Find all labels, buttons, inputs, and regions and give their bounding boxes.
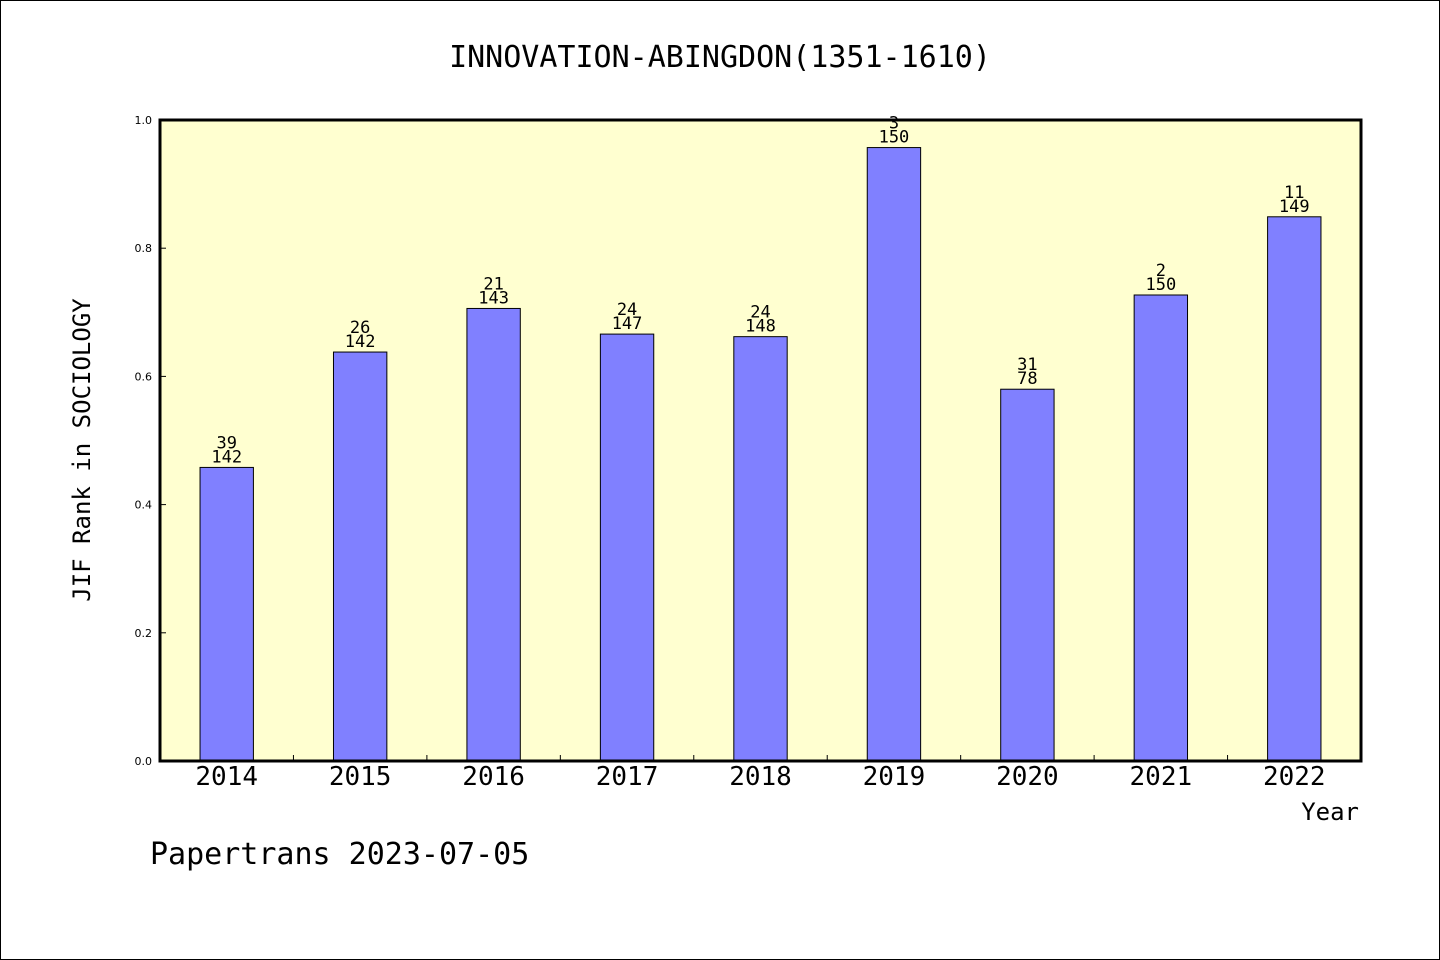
bar-total-label: 147 [612,314,643,334]
x-axis-label: Year [1301,798,1359,826]
y-axis: 0.0 0.2 0.4 0.6 0.8 1.0 [135,114,166,768]
y-axis-label: JIF Rank in SOCIOLOGY [68,298,96,602]
bar [332,351,388,762]
bar-rank-label: 39 [216,433,236,453]
bar-rank-label: 26 [350,318,370,338]
chart-title: INNOVATION-ABINGDON(1351-1610) [449,40,991,75]
bar [1133,294,1189,762]
x-tick-label: 2018 [729,762,792,792]
x-tick-label: 2017 [596,762,659,792]
bar-rank-label: 24 [617,300,637,320]
bar-series [199,147,1322,762]
x-tick-label: 2015 [329,762,392,792]
plot-border [158,118,1363,763]
y-tick-label: 0.4 [135,499,153,512]
bar [1000,388,1055,762]
x-tick-label: 2014 [195,762,258,792]
bar-total-label: 142 [211,447,242,467]
x-tick-label: 2019 [863,762,926,792]
x-tick-label: 2021 [1130,762,1193,792]
y-tick-label: 0.6 [135,370,153,383]
bar-total-label: 148 [745,317,776,337]
bar-total-label: 143 [478,288,509,308]
bar-rank-label: 11 [1284,183,1304,203]
y-tick-label: 0.2 [135,627,153,640]
bar-total-label: 78 [1017,369,1037,389]
bar-rank-label: 24 [750,303,770,323]
y-tick-label: 0.0 [135,755,153,768]
bar-rank-label: 3 [889,114,899,134]
bar-rank-label: 21 [483,274,503,294]
y-tick-label: 1.0 [135,114,153,127]
bar-rank-label: 31 [1017,355,1037,375]
x-tick-label: 2020 [996,762,1059,792]
bar-total-label: 150 [879,128,910,148]
bar [1267,216,1322,762]
bar [866,147,922,762]
bar-total-label: 142 [345,332,376,352]
x-axis: 2014 2015 2016 2017 2018 2019 2020 2021 2022 [195,755,1326,792]
bar-total-label: 149 [1279,197,1310,217]
bar [733,336,788,762]
bar-total-label: 150 [1145,275,1176,295]
bar-rank-label: 2 [1156,261,1166,281]
bar-labels: 3914226142211432414724148315031782150111… [211,114,1309,468]
footer-text: Papertrans 2023-07-05 [150,837,529,872]
y-tick-label: 0.8 [135,242,153,255]
bar [199,466,254,762]
x-tick-label: 2016 [462,762,525,792]
x-tick-label: 2022 [1263,762,1326,792]
bar [466,307,521,762]
bar [599,333,655,762]
